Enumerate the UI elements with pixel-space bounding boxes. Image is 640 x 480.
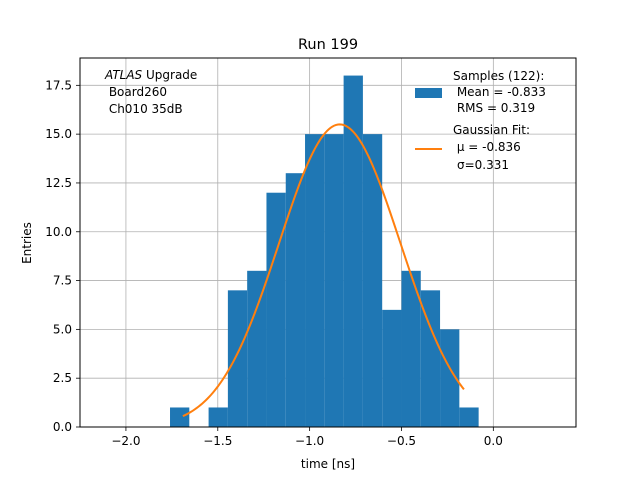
legend-samples-patch	[415, 88, 442, 98]
x-tick-label: −1.0	[295, 434, 324, 448]
histogram-bar	[401, 270, 421, 427]
y-tick-label: 17.5	[45, 78, 72, 92]
annotation-upgrade: Upgrade	[142, 68, 197, 82]
plot-frame	[79, 57, 577, 428]
annotation-line-1: ATLAS Upgrade	[104, 68, 197, 82]
legend-fit-line-1: Gaussian Fit:	[453, 123, 530, 137]
histogram-bars	[170, 75, 479, 428]
x-tick-label: −1.5	[203, 434, 232, 448]
legend-samples-line-3: RMS = 0.319	[453, 101, 535, 115]
legend-samples-line-2: Mean = -0.833	[453, 85, 546, 99]
y-tick-label: 5.0	[53, 322, 72, 336]
histogram-bar	[459, 407, 479, 427]
histogram-bar	[170, 407, 190, 427]
y-tick-label: 2.5	[53, 371, 72, 385]
x-tick-label: 0.0	[484, 434, 503, 448]
histogram-bar	[420, 290, 441, 427]
annotation-line-3: Ch010 35dB	[105, 102, 183, 116]
legend-fit-line-3: σ=0.331	[457, 158, 509, 172]
annotation-atlas: ATLAS	[104, 68, 143, 82]
histogram-bar	[247, 270, 267, 427]
y-tick-label: 0.0	[53, 420, 72, 434]
x-axis-ticks: −2.0 −1.5 −1.0 −0.5 0.0	[111, 427, 503, 448]
atlas-annotation: ATLAS Upgrade Board260 Ch010 35dB	[104, 68, 197, 116]
legend-fit-line-2: μ = -0.836	[453, 140, 521, 154]
annotation-line-2: Board260	[105, 85, 167, 99]
x-axis-label: time [ns]	[301, 457, 355, 471]
histogram-bar	[227, 290, 248, 427]
chart-title: Run 199	[298, 37, 358, 53]
histogram-bar	[208, 407, 228, 427]
gaussian-fit-curve	[182, 123, 465, 418]
y-tick-label: 10.0	[45, 225, 72, 239]
x-tick-label: −0.5	[387, 434, 416, 448]
histogram-bar	[285, 173, 306, 427]
legend: Samples (122): Mean = -0.833 RMS = 0.319…	[415, 69, 546, 172]
histogram-bar	[362, 134, 383, 427]
x-tick-label: −2.0	[111, 434, 140, 448]
histogram-bar	[440, 329, 460, 427]
y-tick-label: 7.5	[53, 274, 72, 288]
y-axis-label: Entries	[20, 222, 34, 264]
histogram-bar	[305, 134, 325, 427]
y-axis-ticks: 0.0 2.5 5.0 7.5 10.0 12.5 15.0 17.5	[45, 78, 80, 434]
histogram-bar	[266, 192, 286, 427]
legend-samples-line-1: Samples (122):	[453, 69, 544, 83]
y-tick-label: 15.0	[45, 127, 72, 141]
histogram-bar	[343, 75, 363, 428]
y-tick-label: 12.5	[45, 176, 72, 190]
histogram-bar	[382, 309, 402, 427]
histogram-bar	[324, 134, 344, 427]
